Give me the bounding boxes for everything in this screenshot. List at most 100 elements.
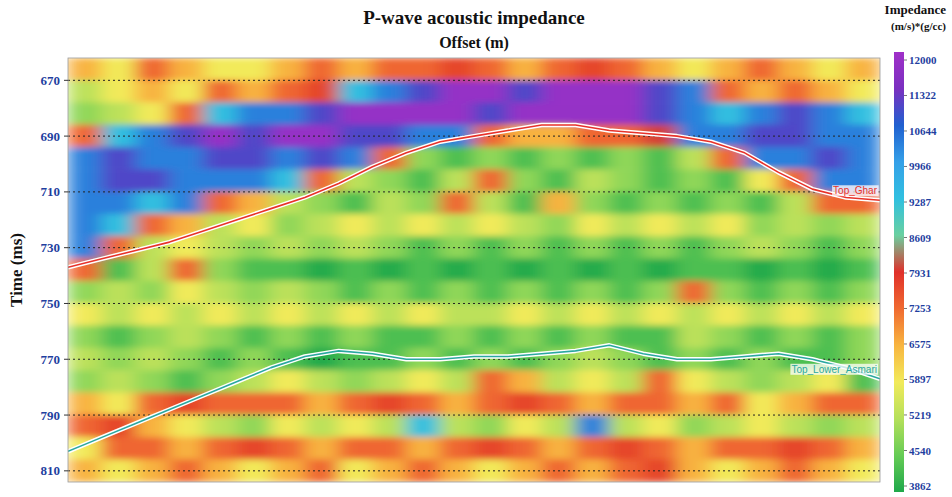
cell bbox=[812, 214, 846, 237]
cell bbox=[711, 259, 745, 282]
colorbar-tick-label: 12000 bbox=[909, 54, 937, 66]
cell bbox=[609, 392, 643, 415]
cell bbox=[135, 192, 169, 215]
y-tick bbox=[64, 80, 68, 81]
cell bbox=[271, 102, 305, 125]
colorbar-tick-label: 7931 bbox=[909, 267, 931, 279]
cell bbox=[68, 281, 102, 304]
cell bbox=[541, 259, 575, 282]
cell bbox=[474, 80, 508, 103]
cell bbox=[203, 58, 237, 81]
cell bbox=[406, 80, 440, 103]
cell bbox=[508, 192, 542, 215]
cell bbox=[508, 415, 542, 438]
cell bbox=[643, 192, 677, 215]
cell bbox=[102, 303, 136, 326]
cell bbox=[643, 370, 677, 393]
cell bbox=[474, 259, 508, 282]
title: P-wave acoustic impedance bbox=[363, 7, 585, 28]
cell bbox=[169, 437, 203, 460]
cell bbox=[440, 147, 474, 170]
cell bbox=[677, 58, 711, 81]
cell bbox=[406, 437, 440, 460]
cell bbox=[135, 303, 169, 326]
cell bbox=[541, 58, 575, 81]
colorbar-tick-label: 5219 bbox=[909, 409, 932, 421]
cell bbox=[609, 415, 643, 438]
cell bbox=[271, 392, 305, 415]
cell bbox=[677, 147, 711, 170]
cell bbox=[305, 303, 339, 326]
colorbar-tick-label: 3862 bbox=[909, 480, 932, 492]
cell bbox=[440, 192, 474, 215]
cell bbox=[677, 281, 711, 304]
cell bbox=[846, 325, 880, 348]
cell bbox=[711, 392, 745, 415]
cell bbox=[812, 392, 846, 415]
cell bbox=[440, 102, 474, 125]
cell bbox=[643, 392, 677, 415]
colorbar bbox=[894, 52, 904, 492]
colorbar-tick bbox=[904, 166, 907, 167]
cell bbox=[237, 392, 271, 415]
y-tick-label: 670 bbox=[41, 73, 61, 88]
plot-area bbox=[68, 58, 880, 482]
cell bbox=[711, 102, 745, 125]
cell bbox=[372, 437, 406, 460]
cell bbox=[338, 325, 372, 348]
cell bbox=[812, 281, 846, 304]
cell bbox=[102, 102, 136, 125]
cell bbox=[237, 80, 271, 103]
cell bbox=[474, 303, 508, 326]
cell bbox=[135, 80, 169, 103]
cell bbox=[541, 169, 575, 192]
cell bbox=[203, 169, 237, 192]
cell bbox=[508, 281, 542, 304]
cell bbox=[508, 147, 542, 170]
cell bbox=[846, 80, 880, 103]
cell bbox=[744, 214, 778, 237]
cell bbox=[744, 303, 778, 326]
cell bbox=[778, 392, 812, 415]
colorbar-tick-label: 5897 bbox=[909, 373, 932, 385]
cell bbox=[68, 169, 102, 192]
cell bbox=[135, 259, 169, 282]
cell bbox=[677, 392, 711, 415]
cell bbox=[305, 80, 339, 103]
cell bbox=[338, 370, 372, 393]
cell bbox=[812, 259, 846, 282]
grid-line bbox=[68, 359, 880, 360]
cell bbox=[711, 214, 745, 237]
cell bbox=[474, 214, 508, 237]
cell bbox=[643, 259, 677, 282]
cell bbox=[440, 303, 474, 326]
cell bbox=[102, 392, 136, 415]
cell bbox=[338, 392, 372, 415]
cell bbox=[677, 102, 711, 125]
cell bbox=[778, 192, 812, 215]
y-tick-label: 750 bbox=[41, 296, 61, 311]
cell bbox=[372, 370, 406, 393]
cell bbox=[744, 102, 778, 125]
cell bbox=[102, 281, 136, 304]
cell bbox=[305, 392, 339, 415]
cell bbox=[372, 169, 406, 192]
cell bbox=[609, 303, 643, 326]
cell bbox=[711, 437, 745, 460]
cell bbox=[203, 437, 237, 460]
cell bbox=[406, 259, 440, 282]
cells bbox=[68, 58, 880, 482]
cell bbox=[609, 147, 643, 170]
cell bbox=[68, 325, 102, 348]
cell bbox=[508, 102, 542, 125]
cell bbox=[846, 281, 880, 304]
cell bbox=[812, 147, 846, 170]
y-tick-label: 770 bbox=[41, 352, 61, 367]
cell bbox=[203, 102, 237, 125]
cell bbox=[102, 58, 136, 81]
cell bbox=[609, 281, 643, 304]
cell bbox=[846, 58, 880, 81]
cell bbox=[135, 147, 169, 170]
cell bbox=[711, 415, 745, 438]
colorbar-tick-label: 4540 bbox=[909, 445, 932, 457]
